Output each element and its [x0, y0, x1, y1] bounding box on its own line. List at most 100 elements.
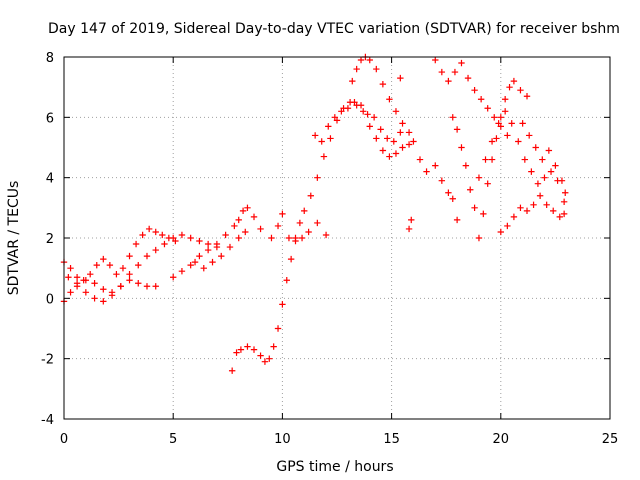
data-point: [279, 301, 286, 308]
data-point: [191, 258, 199, 266]
data-point: [93, 261, 100, 269]
data-point: [482, 156, 489, 163]
series-arc-c: [65, 231, 221, 305]
data-point: [159, 231, 166, 239]
series-arc-b: [60, 277, 159, 305]
data-point: [373, 65, 380, 73]
data-point: [445, 189, 452, 196]
data-point: [145, 225, 153, 233]
data-point: [135, 261, 142, 269]
data-points: [60, 53, 569, 374]
data-point: [270, 343, 277, 350]
data-point: [298, 234, 306, 242]
data-point: [170, 274, 177, 281]
data-point: [480, 210, 487, 218]
data-point: [364, 111, 371, 118]
series-arc-e: [191, 228, 249, 272]
data-point: [515, 138, 522, 145]
data-point: [305, 228, 312, 236]
data-point: [279, 210, 286, 218]
grid-lines: [64, 57, 610, 419]
series-arc-i: [349, 53, 417, 145]
data-point: [432, 162, 439, 169]
data-point: [87, 271, 94, 278]
data-point: [357, 102, 365, 109]
data-point: [325, 123, 332, 130]
data-point: [296, 219, 304, 227]
data-point: [228, 367, 236, 374]
data-point: [187, 261, 194, 269]
data-point: [67, 264, 74, 272]
plot-frame: [63, 56, 611, 420]
data-point: [408, 216, 415, 224]
data-point: [541, 174, 548, 181]
data-point: [405, 141, 413, 148]
data-point: [449, 114, 456, 121]
data-point: [327, 135, 334, 142]
data-point: [139, 231, 146, 239]
data-point: [405, 129, 413, 136]
x-tick-label: 10: [274, 432, 291, 447]
data-point: [73, 274, 81, 281]
data-point: [525, 132, 533, 139]
data-point: [126, 277, 133, 284]
data-point: [73, 283, 81, 290]
data-point: [530, 201, 537, 209]
data-point: [143, 252, 151, 260]
data-point: [119, 264, 127, 272]
data-point: [338, 108, 345, 115]
data-point: [451, 68, 459, 76]
data-point: [510, 77, 518, 85]
data-point: [467, 186, 474, 193]
data-point: [458, 144, 465, 151]
data-point: [226, 243, 234, 251]
data-point: [178, 231, 186, 239]
data-point: [386, 153, 393, 160]
data-point: [432, 56, 439, 64]
data-point: [320, 153, 328, 160]
data-point: [357, 56, 365, 64]
series-arc-k: [432, 56, 511, 139]
data-point: [117, 283, 124, 290]
series-arc-a: [60, 225, 179, 284]
data-point: [491, 114, 498, 121]
series-arc-l: [449, 77, 531, 242]
data-point: [135, 280, 142, 287]
y-tick-label: -4: [41, 413, 54, 428]
series-arc-d: [170, 204, 264, 281]
data-point: [379, 147, 387, 154]
data-point: [410, 138, 417, 145]
data-point: [488, 156, 496, 163]
data-point: [91, 295, 98, 302]
data-point: [366, 56, 373, 64]
data-point: [471, 204, 478, 212]
data-point: [464, 74, 472, 82]
data-point: [508, 120, 515, 127]
data-point: [534, 180, 542, 187]
series-arc-n: [497, 192, 568, 236]
data-point: [67, 289, 74, 296]
data-point: [397, 74, 404, 82]
data-point: [488, 138, 496, 145]
data-point: [152, 283, 159, 290]
data-point: [307, 192, 314, 199]
data-point: [536, 192, 544, 199]
data-point: [100, 255, 107, 263]
data-point: [560, 198, 568, 205]
data-point: [475, 174, 483, 181]
data-point: [292, 237, 299, 245]
tick-labels: 0 5 10 15 20 25 -4 -2 0 2 4 6 8: [41, 51, 618, 447]
data-point: [239, 207, 247, 215]
data-point: [344, 105, 352, 112]
data-point: [390, 138, 397, 145]
data-point: [301, 207, 308, 215]
data-point: [517, 204, 524, 212]
data-point: [475, 234, 483, 242]
data-point: [366, 123, 373, 130]
data-point: [170, 234, 177, 242]
data-point: [126, 271, 133, 278]
data-point: [187, 234, 194, 242]
y-tick-label: 0: [46, 292, 54, 307]
data-point: [274, 222, 282, 230]
data-point: [283, 277, 290, 284]
